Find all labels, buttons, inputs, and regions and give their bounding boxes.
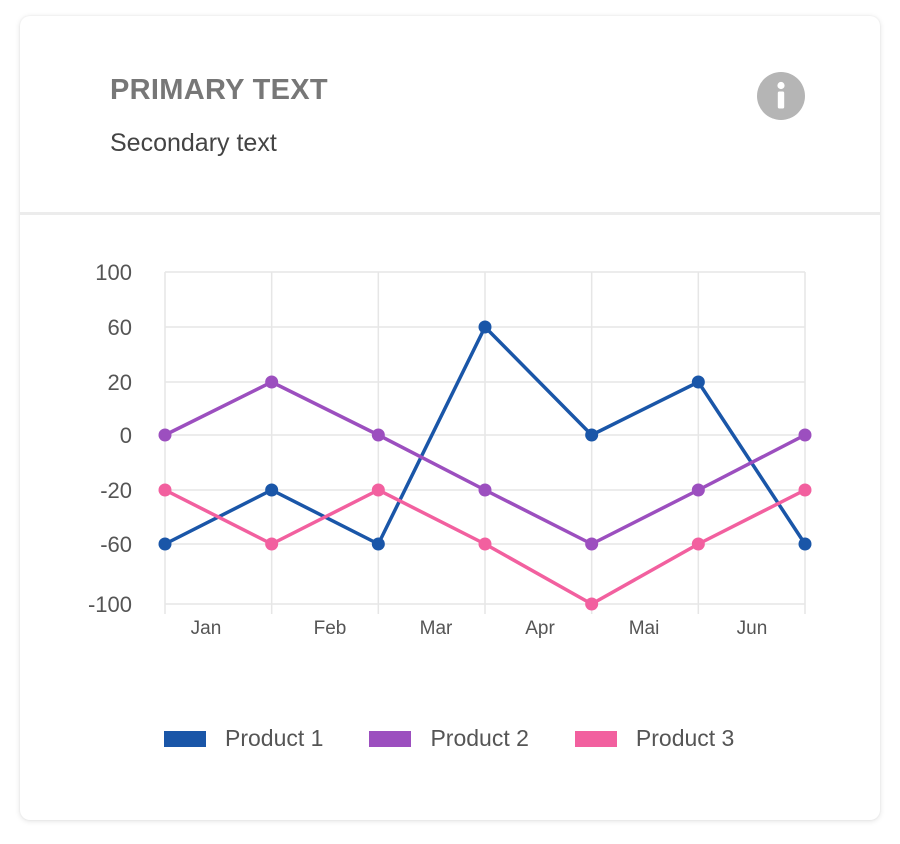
y-tick-label: 0 [120, 423, 132, 448]
data-point-product-2 [265, 375, 279, 389]
y-tick-label: 60 [108, 315, 132, 340]
line-chart: 100 60 20 0 -20 -60 -100 Jan Feb Mar Apr Mai Jun [20, 16, 880, 820]
data-point-product-1 [798, 537, 812, 551]
data-point-product-3 [798, 483, 812, 497]
card-title: PRIMARY TEXT [110, 74, 328, 106]
y-tick-label: 20 [108, 370, 132, 395]
y-tick-label: -100 [88, 592, 132, 617]
data-point-product-3 [585, 597, 599, 611]
data-point-product-2 [371, 428, 385, 442]
legend-label-product-3: Product 3 [635, 725, 735, 751]
data-point-product-3 [478, 537, 492, 551]
data-point-product-2 [478, 483, 492, 497]
legend-item-product-1[interactable]: Product 1 [164, 725, 323, 752]
y-tick-label: -20 [100, 478, 132, 503]
legend-item-product-3[interactable]: Product 3 [574, 725, 735, 752]
data-point-product-3 [158, 483, 172, 497]
card-subtitle: Secondary text [110, 129, 277, 157]
chart-legend: Product 1 Product 2 Product 3 [164, 725, 780, 752]
x-tick-label: Apr [525, 618, 555, 639]
legend-item-product-2[interactable]: Product 2 [369, 725, 529, 752]
data-point-product-1 [265, 483, 279, 497]
card-header: PRIMARY TEXT Secondary text [20, 16, 880, 215]
data-point-product-1 [371, 537, 385, 551]
data-point-product-3 [265, 537, 279, 551]
data-point-product-2 [798, 428, 812, 442]
data-point-product-3 [371, 483, 385, 497]
data-point-product-2 [585, 537, 599, 551]
x-tick-label: Feb [314, 618, 347, 639]
chart-svg: 100 60 20 0 -20 -60 -100 Jan Feb Mar Apr Mai Jun [88, 260, 812, 639]
data-point-product-2 [158, 428, 172, 442]
data-point-product-2 [691, 483, 705, 497]
legend-label-product-1: Product 1 [225, 725, 324, 751]
y-tick-label: -60 [100, 532, 132, 557]
x-tick-label: Jan [191, 618, 222, 639]
y-tick-label: 100 [95, 260, 132, 285]
x-tick-label: Jun [737, 618, 768, 639]
data-point-product-1 [478, 320, 492, 334]
legend-label-product-2: Product 2 [430, 725, 529, 751]
data-point-product-3 [691, 537, 705, 551]
legend-swatch-product-1 [164, 730, 206, 747]
info-icon[interactable] [757, 72, 805, 120]
data-point-product-1 [691, 375, 705, 389]
legend-swatch-product-2 [369, 730, 412, 747]
x-tick-label: Mar [420, 618, 453, 639]
data-point-product-1 [158, 537, 172, 551]
data-point-product-1 [585, 428, 599, 442]
chart-card: PRIMARY TEXT Secondary text 100 60 20 0 -20 -… [20, 16, 880, 820]
legend-swatch-product-3 [574, 730, 617, 747]
x-tick-label: Mai [629, 618, 660, 639]
